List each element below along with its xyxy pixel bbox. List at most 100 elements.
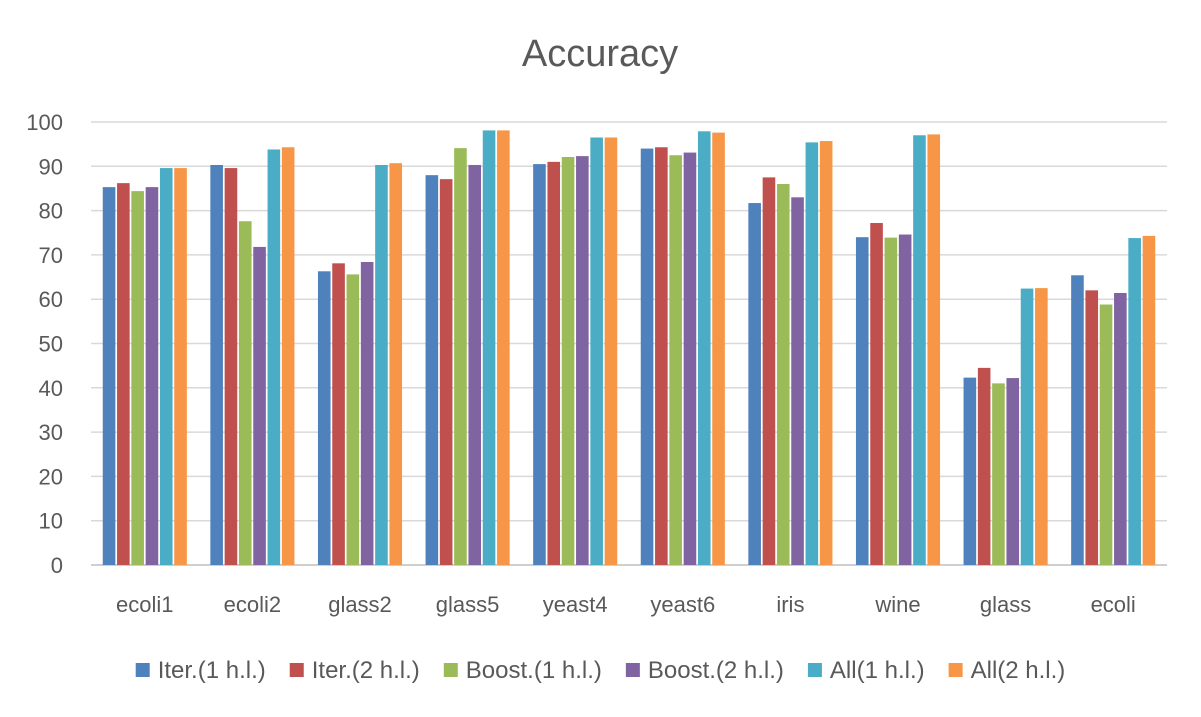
bar (281, 147, 295, 565)
bar (855, 237, 869, 565)
y-tick-label: 0 (51, 553, 63, 578)
legend-swatch (807, 663, 822, 677)
chart-title: Accuracy (522, 33, 678, 75)
x-tick-label: ecoli1 (116, 592, 173, 617)
bar (655, 147, 668, 565)
bar (497, 130, 510, 566)
legend-label: Iter.(2 h.l.) (312, 657, 420, 684)
legend-swatch (289, 663, 304, 677)
bar (884, 237, 898, 566)
bar (454, 148, 467, 565)
y-tick-label: 80 (39, 199, 63, 224)
bar (561, 156, 575, 565)
bar (791, 197, 804, 565)
legend-swatch (625, 663, 640, 677)
bar (898, 234, 912, 565)
legend-swatch (135, 663, 150, 677)
y-tick-label: 10 (39, 509, 63, 534)
x-tick-label: yeast4 (543, 592, 608, 617)
legend-item: Iter.(2 h.l.) (289, 657, 420, 684)
bar (238, 221, 252, 565)
y-tick-label: 50 (39, 332, 63, 357)
x-tick-label: ecoli (1091, 592, 1136, 617)
bar (317, 271, 331, 565)
bar (992, 383, 1005, 565)
bar (253, 246, 266, 565)
bar (174, 168, 187, 565)
legend: Iter.(1 h.l.) Iter.(2 h.l.) Boost.(1 h.l.)… (135, 657, 1066, 684)
x-tick-label: glass (980, 592, 1031, 617)
bar (712, 132, 725, 565)
bar (425, 175, 439, 565)
legend-label: All(2 h.l.) (971, 657, 1066, 684)
y-tick-label: 90 (39, 154, 63, 179)
bar (977, 367, 991, 565)
bar (1099, 304, 1113, 565)
bar (870, 223, 883, 565)
x-tick-label: glass5 (436, 592, 500, 617)
legend-item: Iter.(1 h.l.) (135, 657, 266, 684)
legend-swatch (443, 663, 458, 677)
x-axis-ticks: ecoli1 ecoli2 glass2 glass5 yeast4 yeast6 iris… (116, 592, 1136, 617)
gridlines (91, 121, 1167, 566)
bar (210, 164, 223, 565)
bar (547, 161, 561, 565)
legend-item: Boost.(2 h.l.) (625, 657, 784, 684)
y-axis-ticks: 0 10 20 30 40 50 60 70 80 90 100 (26, 110, 63, 578)
y-tick-label: 40 (39, 376, 63, 401)
x-tick-label: ecoli2 (224, 592, 281, 617)
bar (145, 187, 159, 565)
bar (1085, 290, 1099, 565)
bar (267, 149, 281, 565)
legend-item: All(2 h.l.) (948, 657, 1066, 684)
y-tick-label: 20 (39, 464, 63, 489)
bar (640, 148, 654, 565)
bar (360, 261, 374, 565)
bar (102, 187, 116, 565)
x-tick-label: wine (874, 592, 920, 617)
bar (1071, 275, 1084, 565)
legend-label: Boost.(1 h.l.) (466, 657, 602, 684)
bar (748, 203, 761, 565)
x-tick-label: iris (776, 592, 804, 617)
bar (468, 164, 482, 565)
bar (963, 377, 977, 565)
bar (117, 183, 130, 565)
bar (533, 164, 546, 565)
bar (1142, 235, 1156, 565)
bar (819, 141, 833, 565)
legend-label: Boost.(2 h.l.) (648, 657, 784, 684)
legend-swatch (948, 663, 963, 677)
bar (346, 274, 360, 565)
bar (131, 191, 144, 565)
bar (389, 163, 403, 565)
bar (1035, 288, 1048, 565)
bar (1020, 288, 1034, 565)
y-tick-label: 100 (26, 110, 63, 135)
bar (604, 137, 618, 565)
bar (159, 168, 173, 565)
bar (762, 177, 776, 565)
legend-label: Iter.(1 h.l.) (158, 657, 266, 684)
bar (683, 152, 697, 565)
bars (102, 130, 1156, 566)
legend-label: All(1 h.l.) (830, 657, 925, 684)
bar (776, 184, 790, 565)
legend-item: All(1 h.l.) (807, 657, 925, 684)
bar (375, 164, 388, 565)
bar (439, 179, 453, 565)
bar (913, 135, 926, 566)
bar (576, 156, 589, 565)
bar (805, 142, 819, 566)
y-tick-label: 60 (39, 287, 63, 312)
bar (1114, 292, 1127, 565)
x-tick-label: yeast6 (650, 592, 715, 617)
bar (590, 137, 603, 565)
y-tick-label: 70 (39, 243, 63, 268)
x-tick-label: glass2 (328, 592, 392, 617)
bar (927, 134, 941, 566)
bar (697, 131, 711, 566)
bar (1128, 238, 1141, 566)
bar (332, 263, 345, 565)
